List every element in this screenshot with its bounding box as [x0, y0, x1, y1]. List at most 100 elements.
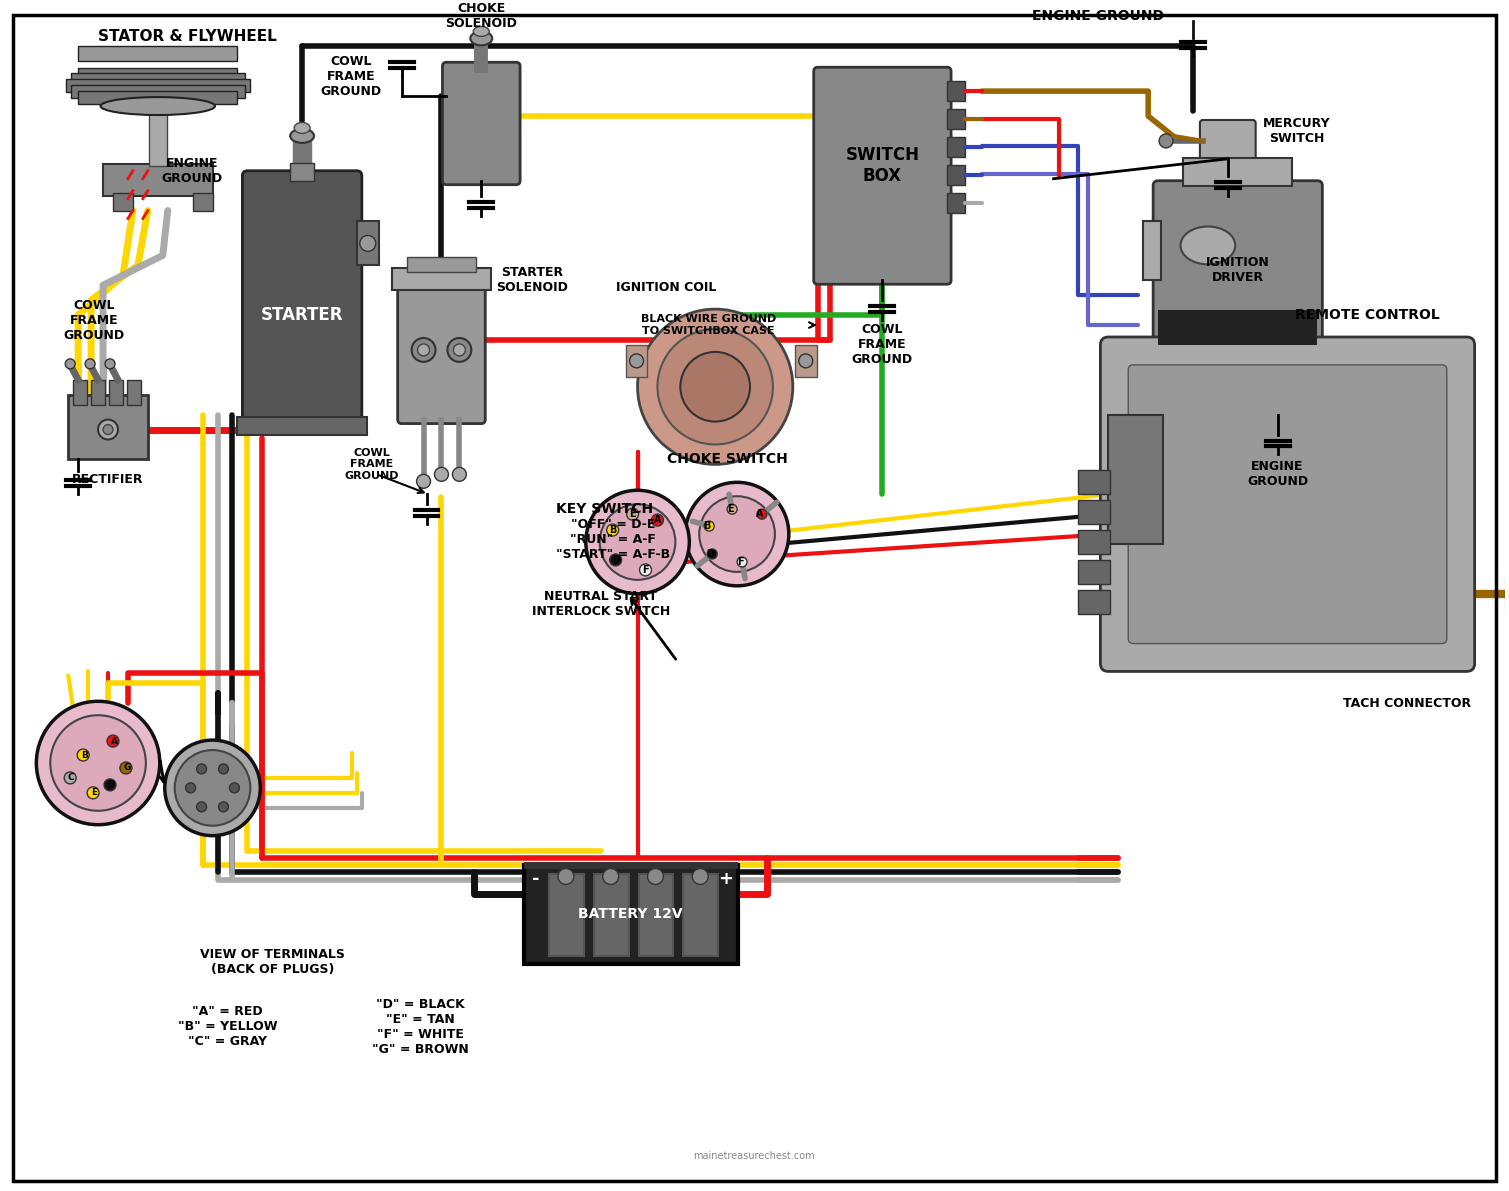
Text: "OFF" = D-E
"RUN" = A-F
"START" = A-F-B: "OFF" = D-E "RUN" = A-F "START" = A-F-B: [555, 518, 670, 561]
Text: E: E: [629, 510, 635, 519]
Bar: [78, 68, 237, 81]
Circle shape: [647, 868, 664, 885]
Circle shape: [219, 763, 228, 774]
Ellipse shape: [294, 123, 309, 133]
Bar: [237, 417, 367, 435]
Circle shape: [637, 310, 792, 464]
Ellipse shape: [474, 26, 489, 37]
Bar: [684, 874, 718, 956]
Bar: [72, 380, 88, 405]
Circle shape: [708, 549, 717, 559]
FancyBboxPatch shape: [1200, 120, 1255, 162]
Bar: [113, 193, 133, 211]
Circle shape: [685, 482, 789, 586]
Circle shape: [693, 868, 708, 885]
Circle shape: [599, 504, 676, 580]
Circle shape: [626, 509, 638, 520]
Circle shape: [65, 358, 75, 369]
Circle shape: [98, 419, 118, 439]
Bar: [127, 380, 140, 405]
Circle shape: [798, 354, 813, 368]
Text: CHOKE
SOLENOID: CHOKE SOLENOID: [445, 2, 518, 31]
Text: B: B: [80, 750, 88, 760]
Text: ENGINE GROUND: ENGINE GROUND: [1032, 10, 1165, 24]
Circle shape: [196, 802, 207, 812]
Bar: [948, 164, 966, 185]
Bar: [1144, 220, 1160, 280]
Text: COWL
FRAME
GROUND: COWL FRAME GROUND: [853, 324, 913, 367]
Bar: [356, 220, 379, 266]
Text: G: G: [124, 763, 131, 773]
Text: B: B: [610, 525, 616, 535]
FancyBboxPatch shape: [1153, 181, 1322, 419]
Ellipse shape: [1180, 226, 1236, 264]
Bar: [1108, 414, 1163, 544]
Bar: [406, 257, 477, 273]
Text: KEY SWITCH: KEY SWITCH: [555, 503, 653, 516]
Bar: [78, 46, 237, 61]
Bar: [103, 164, 213, 195]
Text: D: D: [107, 780, 115, 790]
Circle shape: [106, 358, 115, 369]
FancyBboxPatch shape: [1129, 364, 1447, 643]
Text: BLACK WIRE GROUND
TO SWITCHBOX CASE: BLACK WIRE GROUND TO SWITCHBOX CASE: [640, 314, 776, 336]
Text: E: E: [91, 788, 97, 797]
Text: D: D: [611, 555, 620, 565]
Text: A: A: [110, 736, 118, 746]
Text: A: A: [653, 516, 661, 525]
Bar: [1157, 310, 1317, 345]
Circle shape: [219, 802, 228, 812]
Text: BATTERY 12V: BATTERY 12V: [578, 908, 684, 922]
Bar: [1506, 579, 1509, 609]
Circle shape: [758, 510, 767, 519]
Bar: [109, 380, 122, 405]
Text: COWL
FRAME
GROUND: COWL FRAME GROUND: [320, 55, 382, 98]
Circle shape: [607, 524, 619, 536]
Circle shape: [104, 779, 116, 791]
Ellipse shape: [471, 31, 492, 45]
Text: SWITCH
BOX: SWITCH BOX: [845, 146, 919, 185]
Bar: [68, 394, 148, 460]
Bar: [149, 101, 166, 166]
Text: COWL
FRAME
GROUND: COWL FRAME GROUND: [344, 448, 398, 481]
Circle shape: [186, 782, 196, 793]
Bar: [524, 865, 738, 964]
Text: C: C: [68, 773, 74, 782]
Circle shape: [602, 868, 619, 885]
Circle shape: [36, 701, 160, 824]
Circle shape: [359, 236, 376, 251]
Circle shape: [412, 338, 436, 362]
Bar: [392, 268, 492, 291]
Circle shape: [77, 749, 89, 761]
Bar: [1079, 530, 1111, 554]
Text: NEUTRAL START
INTERLOCK SWITCH: NEUTRAL START INTERLOCK SWITCH: [531, 590, 670, 618]
Bar: [593, 874, 629, 956]
Text: mainetreasurechest.com: mainetreasurechest.com: [693, 1152, 815, 1161]
Text: E: E: [727, 504, 733, 515]
Circle shape: [681, 351, 750, 422]
Circle shape: [1159, 133, 1172, 148]
Text: D: D: [706, 549, 714, 559]
Bar: [71, 73, 246, 86]
Circle shape: [699, 497, 776, 572]
Bar: [1079, 560, 1111, 584]
Text: TACH CONNECTOR: TACH CONNECTOR: [1343, 697, 1471, 710]
Circle shape: [610, 554, 622, 566]
Bar: [795, 345, 816, 376]
Circle shape: [164, 740, 261, 836]
Bar: [948, 137, 966, 157]
Circle shape: [175, 750, 250, 825]
Text: VIEW OF TERMINALS
(BACK OF PLUGS): VIEW OF TERMINALS (BACK OF PLUGS): [199, 948, 344, 977]
Bar: [66, 79, 250, 92]
Circle shape: [119, 762, 131, 774]
Text: RECTIFIER: RECTIFIER: [72, 473, 143, 486]
Circle shape: [658, 329, 773, 444]
Circle shape: [736, 557, 747, 567]
Circle shape: [50, 716, 146, 811]
Text: B: B: [703, 522, 711, 531]
Bar: [948, 81, 966, 101]
FancyBboxPatch shape: [813, 67, 951, 285]
Circle shape: [88, 787, 100, 799]
FancyBboxPatch shape: [398, 281, 486, 424]
Bar: [91, 380, 106, 405]
